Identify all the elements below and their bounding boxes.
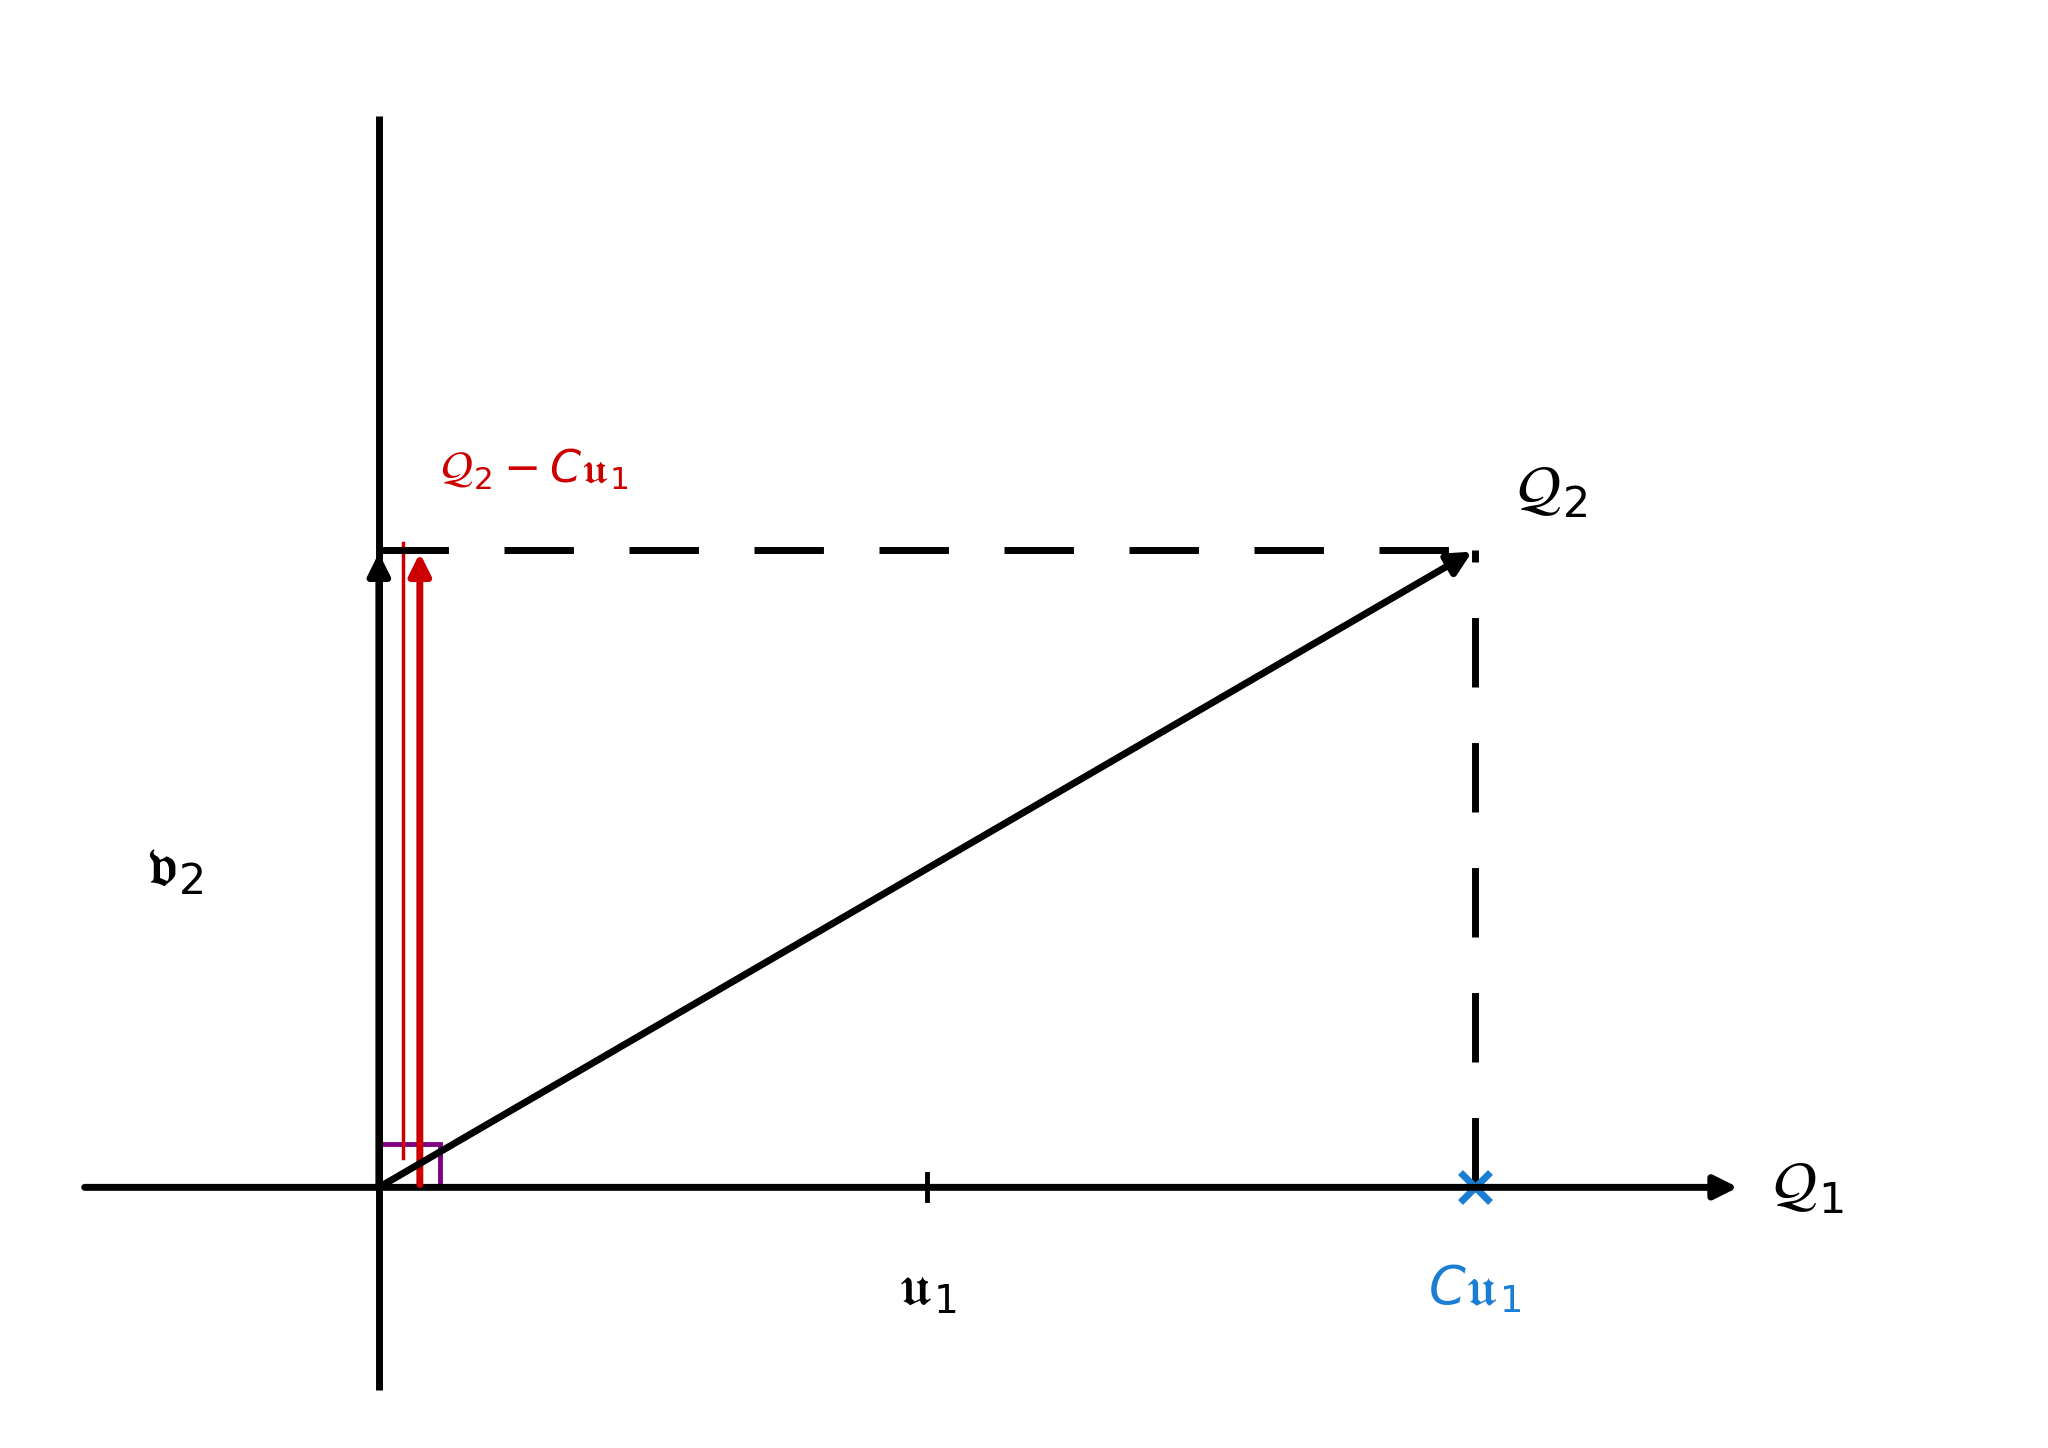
Text: $C\mathfrak{u}_1$: $C\mathfrak{u}_1$ — [1427, 1263, 1522, 1315]
Text: $\mathfrak{u}_1$: $\mathfrak{u}_1$ — [897, 1261, 956, 1316]
Text: $\mathcal{Q}_1$: $\mathcal{Q}_1$ — [1772, 1158, 1843, 1216]
Text: $\mathcal{Q}_2 - C\mathfrak{u}_1$: $\mathcal{Q}_2 - C\mathfrak{u}_1$ — [440, 447, 629, 492]
Text: $\mathcal{Q}_2$: $\mathcal{Q}_2$ — [1516, 462, 1587, 521]
Text: $\mathfrak{v}_2$: $\mathfrak{v}_2$ — [145, 840, 203, 898]
